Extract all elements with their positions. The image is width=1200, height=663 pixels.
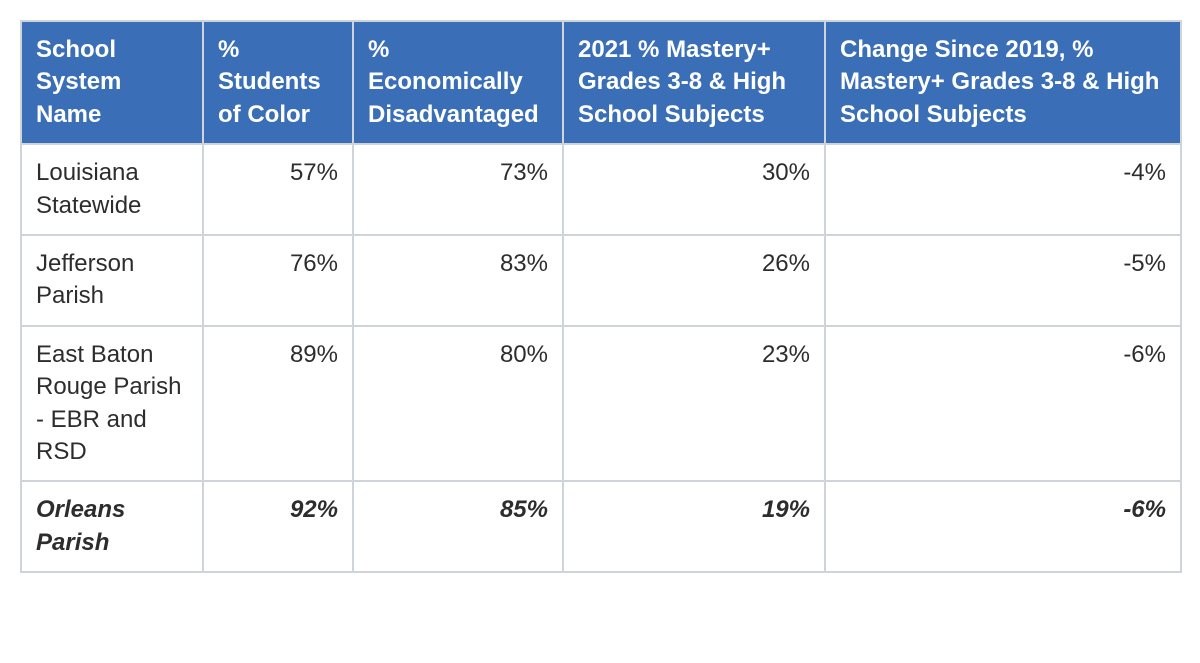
header-change-2019: Change Since 2019, % Mastery+ Grades 3-8… [825,21,1181,144]
cell-econ-disadvantaged: 85% [353,481,563,572]
table-row: East Baton Rouge Parish - EBR and RSD89%… [21,326,1181,482]
cell-mastery-2021: 23% [563,326,825,482]
cell-school-name: Jefferson Parish [21,235,203,326]
header-mastery-2021: 2021 % Mastery+ Grades 3-8 & High School… [563,21,825,144]
cell-econ-disadvantaged: 83% [353,235,563,326]
table-row: Orleans Parish92%85%19%-6% [21,481,1181,572]
table-body: Louisiana Statewide57%73%30%-4%Jefferson… [21,144,1181,572]
header-school-name: School System Name [21,21,203,144]
table-row: Jefferson Parish76%83%26%-5% [21,235,1181,326]
cell-mastery-2021: 26% [563,235,825,326]
cell-students-of-color: 89% [203,326,353,482]
table-row: Louisiana Statewide57%73%30%-4% [21,144,1181,235]
cell-students-of-color: 76% [203,235,353,326]
cell-change-2019: -6% [825,481,1181,572]
cell-mastery-2021: 19% [563,481,825,572]
header-students-of-color: % Students of Color [203,21,353,144]
cell-students-of-color: 57% [203,144,353,235]
cell-econ-disadvantaged: 73% [353,144,563,235]
cell-school-name: Louisiana Statewide [21,144,203,235]
cell-econ-disadvantaged: 80% [353,326,563,482]
cell-change-2019: -4% [825,144,1181,235]
cell-school-name: Orleans Parish [21,481,203,572]
cell-students-of-color: 92% [203,481,353,572]
cell-change-2019: -6% [825,326,1181,482]
cell-mastery-2021: 30% [563,144,825,235]
header-econ-disadvantaged: % Economically Disadvantaged [353,21,563,144]
cell-school-name: East Baton Rouge Parish - EBR and RSD [21,326,203,482]
cell-change-2019: -5% [825,235,1181,326]
school-system-table: School System Name % Students of Color %… [20,20,1182,573]
table-header-row: School System Name % Students of Color %… [21,21,1181,144]
